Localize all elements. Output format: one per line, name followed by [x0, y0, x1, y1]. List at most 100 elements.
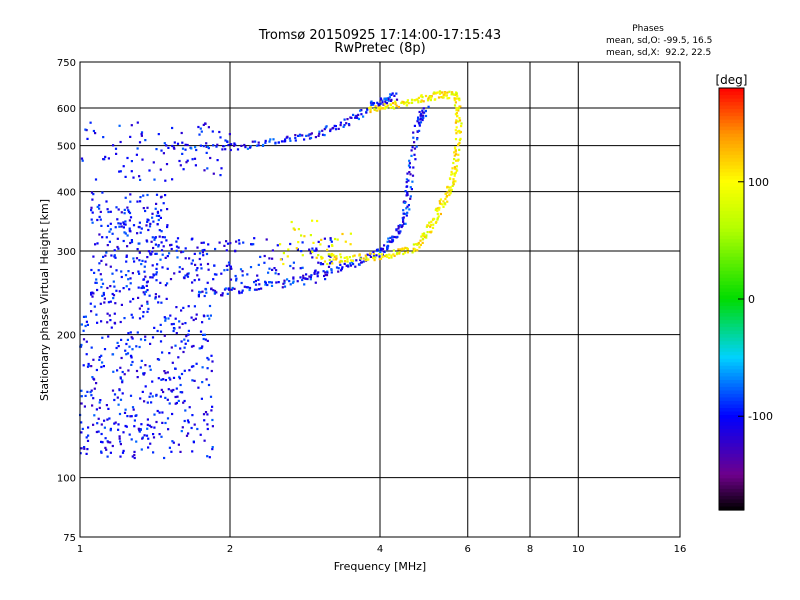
cluster-point — [207, 126, 210, 129]
trace-point — [332, 126, 335, 130]
colorbar-band — [719, 165, 744, 170]
trace-point — [241, 289, 244, 292]
cluster-point — [160, 230, 163, 233]
trace-point — [427, 105, 430, 108]
cluster-point — [144, 275, 147, 278]
cluster-point — [170, 450, 173, 453]
trace-point — [383, 255, 386, 258]
cluster-point — [275, 269, 278, 272]
trace-point — [270, 284, 274, 287]
trace-point — [264, 281, 267, 284]
cluster-point — [82, 315, 86, 318]
trace-point — [421, 232, 424, 236]
trace-point — [249, 146, 252, 149]
y-tick-label: 600 — [57, 104, 76, 115]
trace-point — [335, 266, 339, 269]
trace-point — [223, 145, 226, 148]
colorbar-band — [719, 299, 744, 304]
trace-point — [335, 257, 338, 260]
trace-point — [332, 253, 335, 256]
cluster-point — [136, 331, 139, 334]
trace-point — [238, 290, 241, 293]
cluster-point — [206, 167, 209, 170]
trace-point — [419, 239, 422, 242]
cluster-point — [146, 418, 149, 421]
trace-point — [418, 110, 421, 114]
colorbar-band — [719, 450, 744, 455]
cluster-point — [176, 256, 179, 259]
trace-point — [221, 148, 224, 151]
trace-point — [339, 259, 342, 262]
trace-point — [383, 103, 386, 106]
cluster-point — [178, 159, 181, 163]
cluster-point — [206, 356, 209, 360]
cluster-point — [173, 272, 176, 275]
trace-point — [383, 107, 386, 110]
trace-point — [454, 150, 457, 153]
trace-point — [352, 263, 355, 266]
cluster-point — [100, 450, 103, 453]
trace-point — [428, 221, 431, 224]
cluster-point — [94, 178, 98, 181]
trace-point — [297, 134, 300, 137]
trace-point — [369, 252, 372, 255]
cluster-point — [127, 332, 130, 335]
trace-point — [332, 258, 335, 261]
cluster-point — [206, 281, 209, 284]
trace-point — [410, 188, 413, 191]
colorbar-band — [719, 295, 744, 300]
cluster-point — [137, 286, 140, 289]
cluster-point — [96, 288, 99, 292]
trace-point — [384, 97, 387, 100]
colorbar-band — [719, 365, 744, 370]
trace-point — [452, 180, 455, 183]
trace-point — [282, 282, 285, 285]
trace-point — [199, 291, 202, 294]
cluster-point — [157, 301, 160, 304]
trace-point — [457, 143, 460, 146]
cluster-point — [168, 402, 171, 405]
trace-point — [376, 109, 379, 112]
trace-point — [340, 269, 343, 272]
cluster-point — [141, 390, 144, 393]
trace-point — [388, 256, 391, 259]
trace-point — [359, 109, 362, 112]
trace-point — [433, 98, 436, 101]
trace-point — [381, 107, 384, 110]
cluster-point — [235, 240, 238, 243]
trace-point — [387, 99, 390, 102]
colorbar-gradient — [719, 88, 744, 511]
cluster-point — [165, 239, 168, 242]
cluster-point — [89, 121, 92, 124]
cluster-point — [190, 262, 193, 265]
cluster-point — [114, 421, 117, 424]
colorbar-band — [719, 495, 744, 501]
trace-point — [459, 137, 462, 140]
cluster-point — [188, 257, 191, 260]
colorbar-band — [719, 246, 744, 251]
trace-point — [444, 197, 447, 201]
cluster-point — [282, 252, 285, 255]
trace-point — [458, 99, 461, 102]
cluster-point — [130, 415, 133, 418]
cluster-point — [111, 232, 114, 235]
cluster-point — [135, 257, 139, 260]
cluster-point — [287, 248, 290, 251]
colorbar-band — [719, 446, 744, 451]
cluster-point — [191, 259, 194, 262]
trace-point — [227, 287, 230, 290]
cluster-point — [271, 249, 274, 252]
trace-point — [381, 101, 384, 104]
trace-point — [341, 260, 344, 263]
trace-point — [343, 124, 346, 127]
cluster-point — [131, 348, 134, 351]
cluster-point — [132, 408, 135, 411]
cluster-point — [109, 222, 112, 225]
cluster-point — [292, 227, 295, 230]
cluster-point — [141, 259, 144, 262]
x-tick-label: 6 — [465, 544, 471, 555]
trace-point — [449, 189, 452, 192]
colorbar-band — [719, 320, 744, 325]
trace-point — [411, 101, 414, 104]
trace-point — [442, 96, 445, 99]
